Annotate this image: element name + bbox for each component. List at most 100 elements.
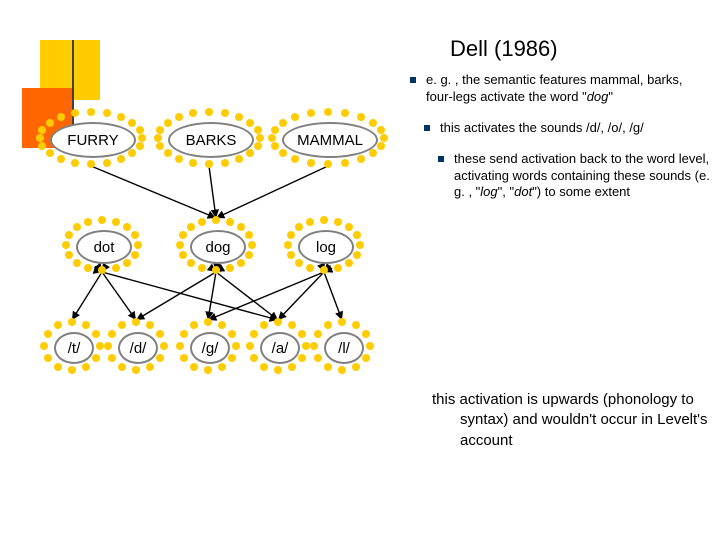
activation-dot — [352, 363, 360, 371]
activation-dot — [117, 113, 125, 121]
activation-dot — [189, 159, 197, 167]
activation-dot — [250, 354, 258, 362]
activation-dot — [291, 113, 299, 121]
activation-dot — [260, 363, 268, 371]
activation-dot — [180, 354, 188, 362]
activation-dot — [128, 119, 136, 127]
activation-dot — [295, 223, 303, 231]
activation-dot — [108, 354, 116, 362]
activation-dot — [164, 149, 172, 157]
activation-dot — [98, 266, 106, 274]
activation-dot — [302, 342, 310, 350]
activation-dot — [160, 342, 168, 350]
activation-dot — [82, 363, 90, 371]
footnote-text: this activation is upwards (phonology to… — [400, 390, 720, 451]
activation-dot — [118, 363, 126, 371]
activation-dot — [254, 142, 262, 150]
activation-dot — [154, 134, 162, 142]
activation-dot — [366, 342, 374, 350]
activation-dot — [212, 216, 220, 224]
activation-dot — [57, 113, 65, 121]
activation-dot — [73, 223, 81, 231]
activation-dot — [46, 119, 54, 127]
activation-dot — [44, 354, 52, 362]
activation-dot — [87, 108, 95, 116]
activation-dot — [87, 160, 95, 168]
activation-dot — [334, 264, 342, 272]
activation-dot — [254, 126, 262, 134]
node-g: /g/ — [190, 332, 230, 364]
node-barks: BARKS — [168, 122, 254, 158]
node-mammal: MAMMAL — [282, 122, 378, 158]
slide-title: Dell (1986) — [450, 36, 558, 62]
activation-dot — [235, 155, 243, 163]
activation-dot — [357, 113, 365, 121]
activation-dot — [54, 363, 62, 371]
activation-dot — [356, 241, 364, 249]
activation-dot — [271, 142, 279, 150]
activation-dot — [250, 330, 258, 338]
activation-dot — [73, 259, 81, 267]
activation-dot — [187, 223, 195, 231]
activation-dot — [205, 108, 213, 116]
activation-dot — [104, 342, 112, 350]
activation-dot — [226, 264, 234, 272]
activation-dot — [279, 119, 287, 127]
activation-dot — [187, 259, 195, 267]
bullet-text: e. g. , the semantic features mammal, ba… — [426, 72, 710, 106]
activation-dot — [314, 354, 322, 362]
activation-dot — [103, 159, 111, 167]
activation-dot — [268, 134, 276, 142]
activation-dot — [180, 330, 188, 338]
activation-dot — [307, 159, 315, 167]
activation-dot — [190, 363, 198, 371]
activation-dot — [179, 251, 187, 259]
activation-dot — [246, 342, 254, 350]
activation-dot — [98, 216, 106, 224]
activation-dot — [132, 366, 140, 374]
bullet-square-icon — [424, 125, 430, 131]
activation-dot — [256, 134, 264, 142]
activation-dot — [288, 363, 296, 371]
activation-dot — [246, 119, 254, 127]
activation-dot — [134, 241, 142, 249]
activation-dot — [310, 342, 318, 350]
activation-dot — [112, 264, 120, 272]
activation-dot — [248, 241, 256, 249]
activation-dot — [274, 366, 282, 374]
activation-dot — [314, 330, 322, 338]
activation-dot — [164, 119, 172, 127]
activation-dot — [108, 330, 116, 338]
bullet-list: e. g. , the semantic features mammal, ba… — [410, 72, 710, 215]
activation-dot — [357, 155, 365, 163]
activation-dot — [295, 259, 303, 267]
activation-dot — [353, 251, 361, 259]
activation-dot — [46, 149, 54, 157]
activation-dot — [232, 342, 240, 350]
activation-dot — [307, 109, 315, 117]
activation-dot — [226, 218, 234, 226]
activation-dot — [341, 159, 349, 167]
node-d: /d/ — [118, 332, 158, 364]
bullet-square-icon — [410, 77, 416, 83]
activation-dot — [274, 318, 282, 326]
activation-dot — [320, 216, 328, 224]
activation-dot — [176, 342, 184, 350]
activation-dot — [176, 241, 184, 249]
activation-dot — [279, 149, 287, 157]
activation-dot — [324, 160, 332, 168]
activation-dot — [221, 109, 229, 117]
activation-dot — [284, 241, 292, 249]
bullet-text: this activates the sounds /d/, /o/, /g/ — [440, 120, 644, 137]
activation-dot — [136, 126, 144, 134]
activation-dot — [36, 134, 44, 142]
activation-dot — [96, 342, 104, 350]
activation-dot — [40, 342, 48, 350]
activation-dot — [146, 363, 154, 371]
activation-dot — [103, 109, 111, 117]
activation-dot — [212, 266, 220, 274]
activation-dot — [175, 155, 183, 163]
activation-dot — [320, 266, 328, 274]
bullet-square-icon — [438, 156, 444, 162]
activation-dot — [287, 251, 295, 259]
